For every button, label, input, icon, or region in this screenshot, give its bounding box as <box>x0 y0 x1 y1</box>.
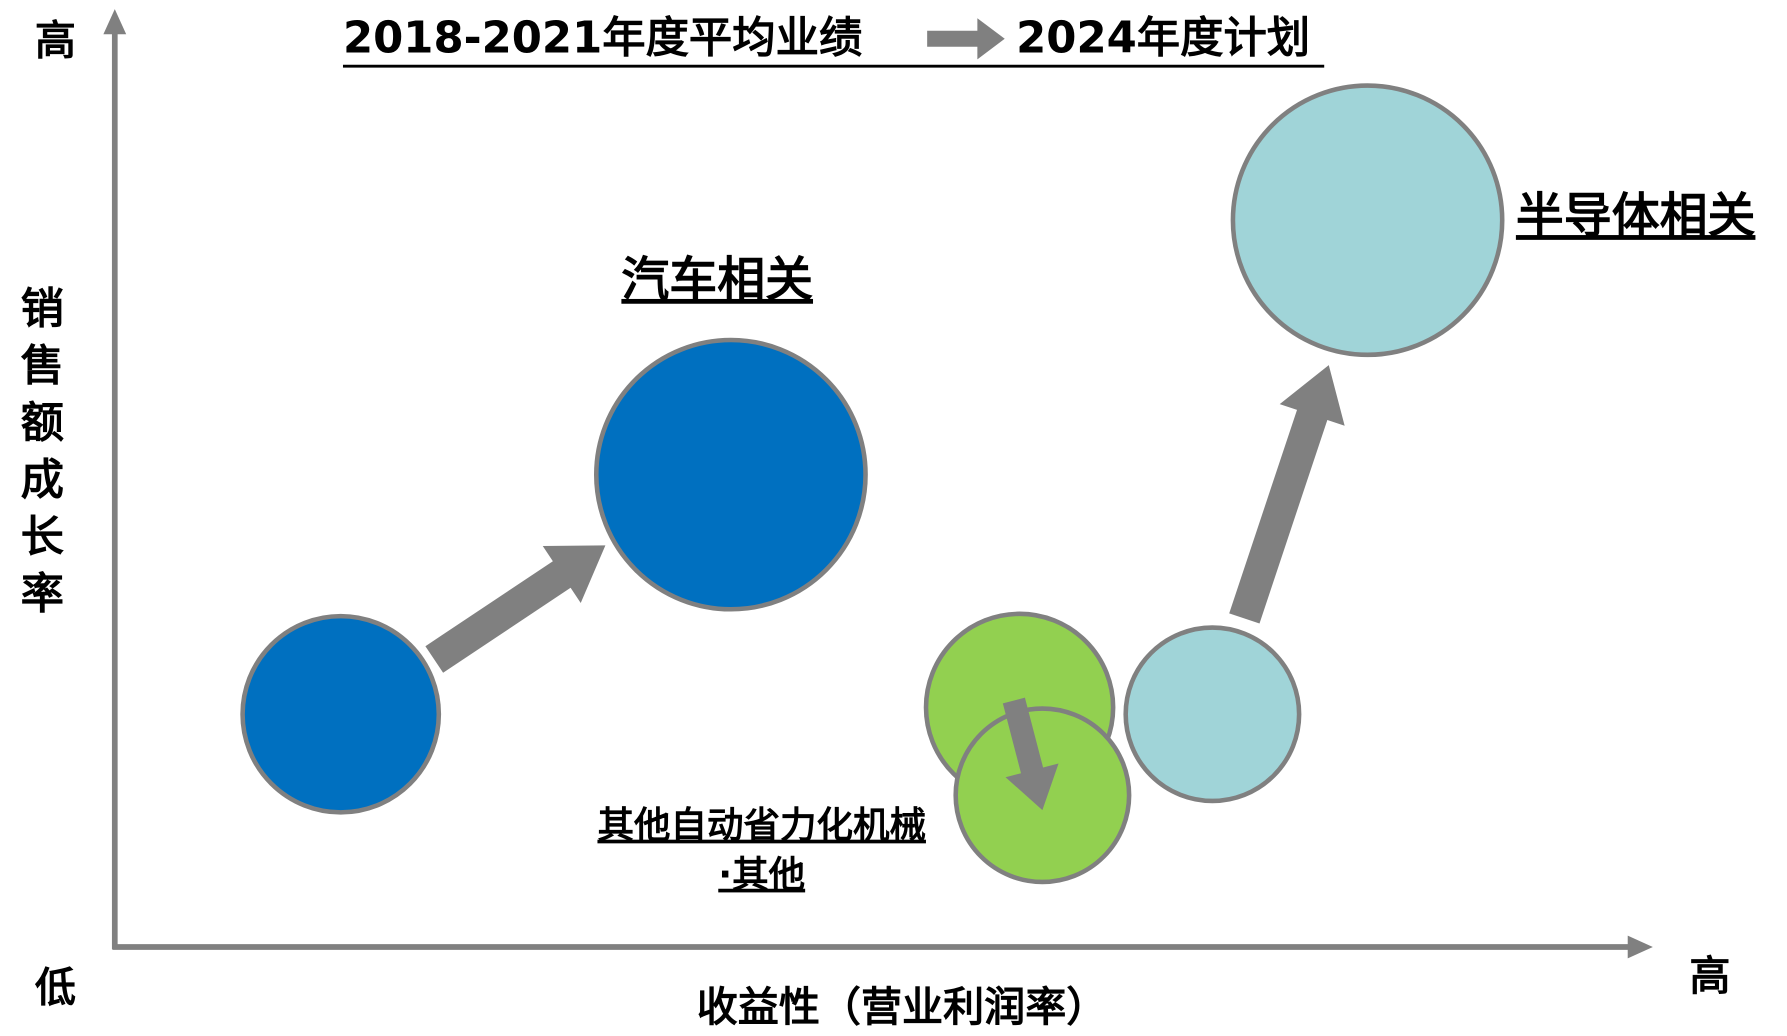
semi-bubble-after <box>1230 83 1505 358</box>
y-axis-arrow <box>103 9 127 35</box>
title-to: 2024年度计划 <box>1016 14 1310 64</box>
auto-bubble-before <box>240 613 442 815</box>
title-from: 2018-2021年度平均业绩 <box>343 14 862 64</box>
x-axis-label: 收益性（营业利润率） <box>697 983 1108 1031</box>
semi-label: 半导体相关 <box>1516 189 1756 244</box>
other-label-line2: ·其他 <box>718 853 805 896</box>
x-low-label: 低 <box>35 963 76 1011</box>
auto-label: 汽车相关 <box>621 253 813 308</box>
semi-arrow <box>1229 365 1345 624</box>
other-arrow <box>1002 697 1059 811</box>
x-axis-arrow <box>1627 935 1653 959</box>
title-arrow <box>927 18 1005 60</box>
auto-bubble-after <box>593 337 868 612</box>
semi-bubble-before <box>1123 625 1302 804</box>
other-label-line1: 其他自动省力化机械 <box>597 804 925 847</box>
y-axis-label: 销售额成长率 <box>13 285 64 627</box>
y-high-label: 高 <box>35 16 76 64</box>
auto-arrow <box>425 545 606 673</box>
x-high-label: 高 <box>1689 952 1730 1000</box>
